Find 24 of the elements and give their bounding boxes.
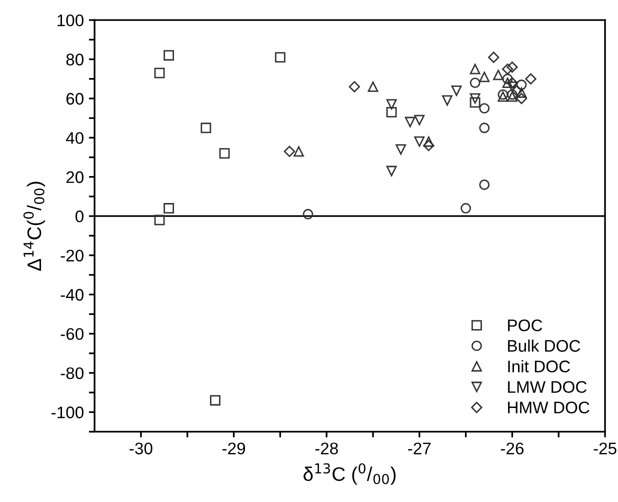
x-tick-label: -26 xyxy=(500,442,524,454)
y-tick-label: 80 xyxy=(66,54,84,66)
legend-label: Init DOC xyxy=(508,360,570,372)
y-tick-label: 20 xyxy=(66,171,84,184)
x-tick-label: -29 xyxy=(222,442,246,454)
x-tick-label: -25 xyxy=(594,442,616,454)
legend-label: LMW DOC xyxy=(508,381,587,393)
y-tick-label: -40 xyxy=(60,288,84,301)
legend-label: POC xyxy=(508,319,542,332)
legend-label: HMW DOC xyxy=(508,402,590,414)
y-tick-label: -20 xyxy=(60,250,84,262)
y-axis-title: Δ$^{14}$C($^{0}$/$_{00}$) xyxy=(23,182,46,271)
x-tick-label: -28 xyxy=(315,442,338,454)
legend-label: Bulk DOC xyxy=(508,340,580,352)
x-tick-label: -27 xyxy=(408,442,431,454)
y-tick-label: -60 xyxy=(60,328,84,340)
x-tick-label: -30 xyxy=(130,442,152,454)
y-tick-label: -80 xyxy=(60,367,84,380)
y-tick-label: 0 xyxy=(76,210,84,222)
y-tick-label: 60 xyxy=(66,92,84,105)
y-tick-label: 40 xyxy=(66,132,84,144)
y-tick-label: -100 xyxy=(52,406,84,418)
x-axis-title: δ$^{13}$C ($^{0}$/$_{00}$) xyxy=(304,463,396,485)
y-tick-label: 100 xyxy=(58,14,84,26)
